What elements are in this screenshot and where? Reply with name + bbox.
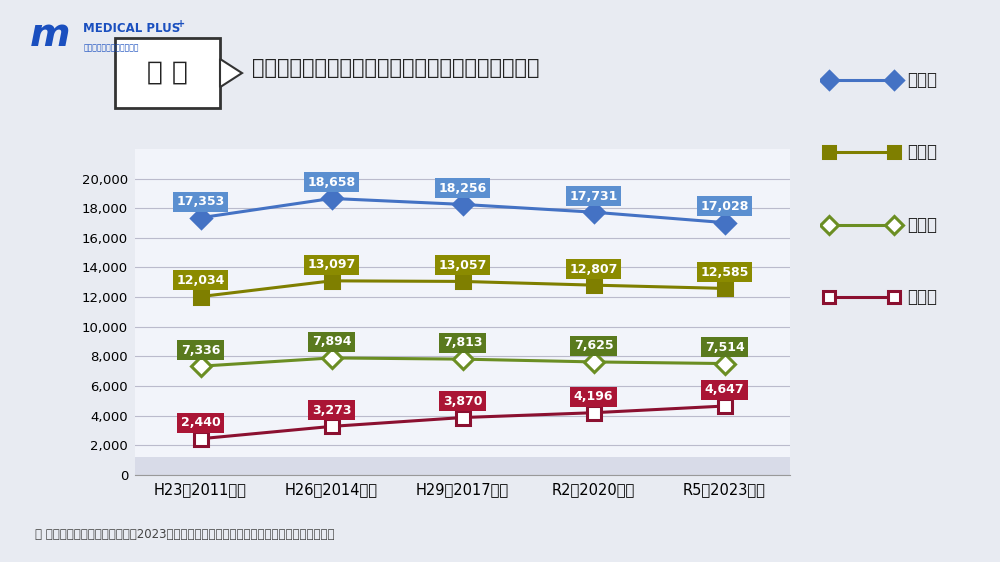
Text: 13,097: 13,097 [307,258,356,271]
Text: 18,256: 18,256 [438,182,487,195]
Text: +: + [177,19,185,29]
Text: 7,514: 7,514 [705,341,744,354]
Text: 糖尿病: 糖尿病 [908,288,938,306]
Text: 7,894: 7,894 [312,336,351,348]
FancyBboxPatch shape [115,38,220,108]
Text: 12,034: 12,034 [176,274,225,287]
Text: 循環器: 循環器 [908,143,938,161]
Polygon shape [220,59,242,87]
Text: 17,731: 17,731 [569,189,618,202]
Text: ＊ 出典：厚生労働省「令和５（2023）年医療施設（静態・動態）調査・病院報告の概況」: ＊ 出典：厚生労働省「令和５（2023）年医療施設（静態・動態）調査・病院報告の… [35,528,334,541]
Text: 12,585: 12,585 [700,266,749,279]
Text: 18,658: 18,658 [307,176,356,189]
Text: 4,196: 4,196 [574,390,613,403]
Text: 呼吸器: 呼吸器 [908,216,938,234]
Text: 7,336: 7,336 [181,343,220,356]
Text: MEDICAL PLUS: MEDICAL PLUS [83,22,181,35]
Text: 消化器・循環器・呼吸器・糖尿病　診療所数の推移: 消化器・循環器・呼吸器・糖尿病 診療所数の推移 [252,58,540,78]
Text: 7,625: 7,625 [574,339,613,352]
Text: 内 科: 内 科 [147,60,188,86]
Text: 4,647: 4,647 [705,383,744,396]
Text: 3,273: 3,273 [312,404,351,417]
Text: 17,028: 17,028 [700,200,749,213]
Text: 17,353: 17,353 [176,195,225,208]
Bar [135,457,790,475]
Text: 3,870: 3,870 [443,395,482,408]
Text: 12,807: 12,807 [569,262,618,275]
Text: 7,813: 7,813 [443,337,482,350]
Text: 消化器: 消化器 [908,70,938,89]
Text: 株式会社メディカルプラス: 株式会社メディカルプラス [83,43,139,52]
Text: 2,440: 2,440 [181,416,220,429]
Text: 13,057: 13,057 [438,259,487,272]
Text: m: m [29,16,70,54]
